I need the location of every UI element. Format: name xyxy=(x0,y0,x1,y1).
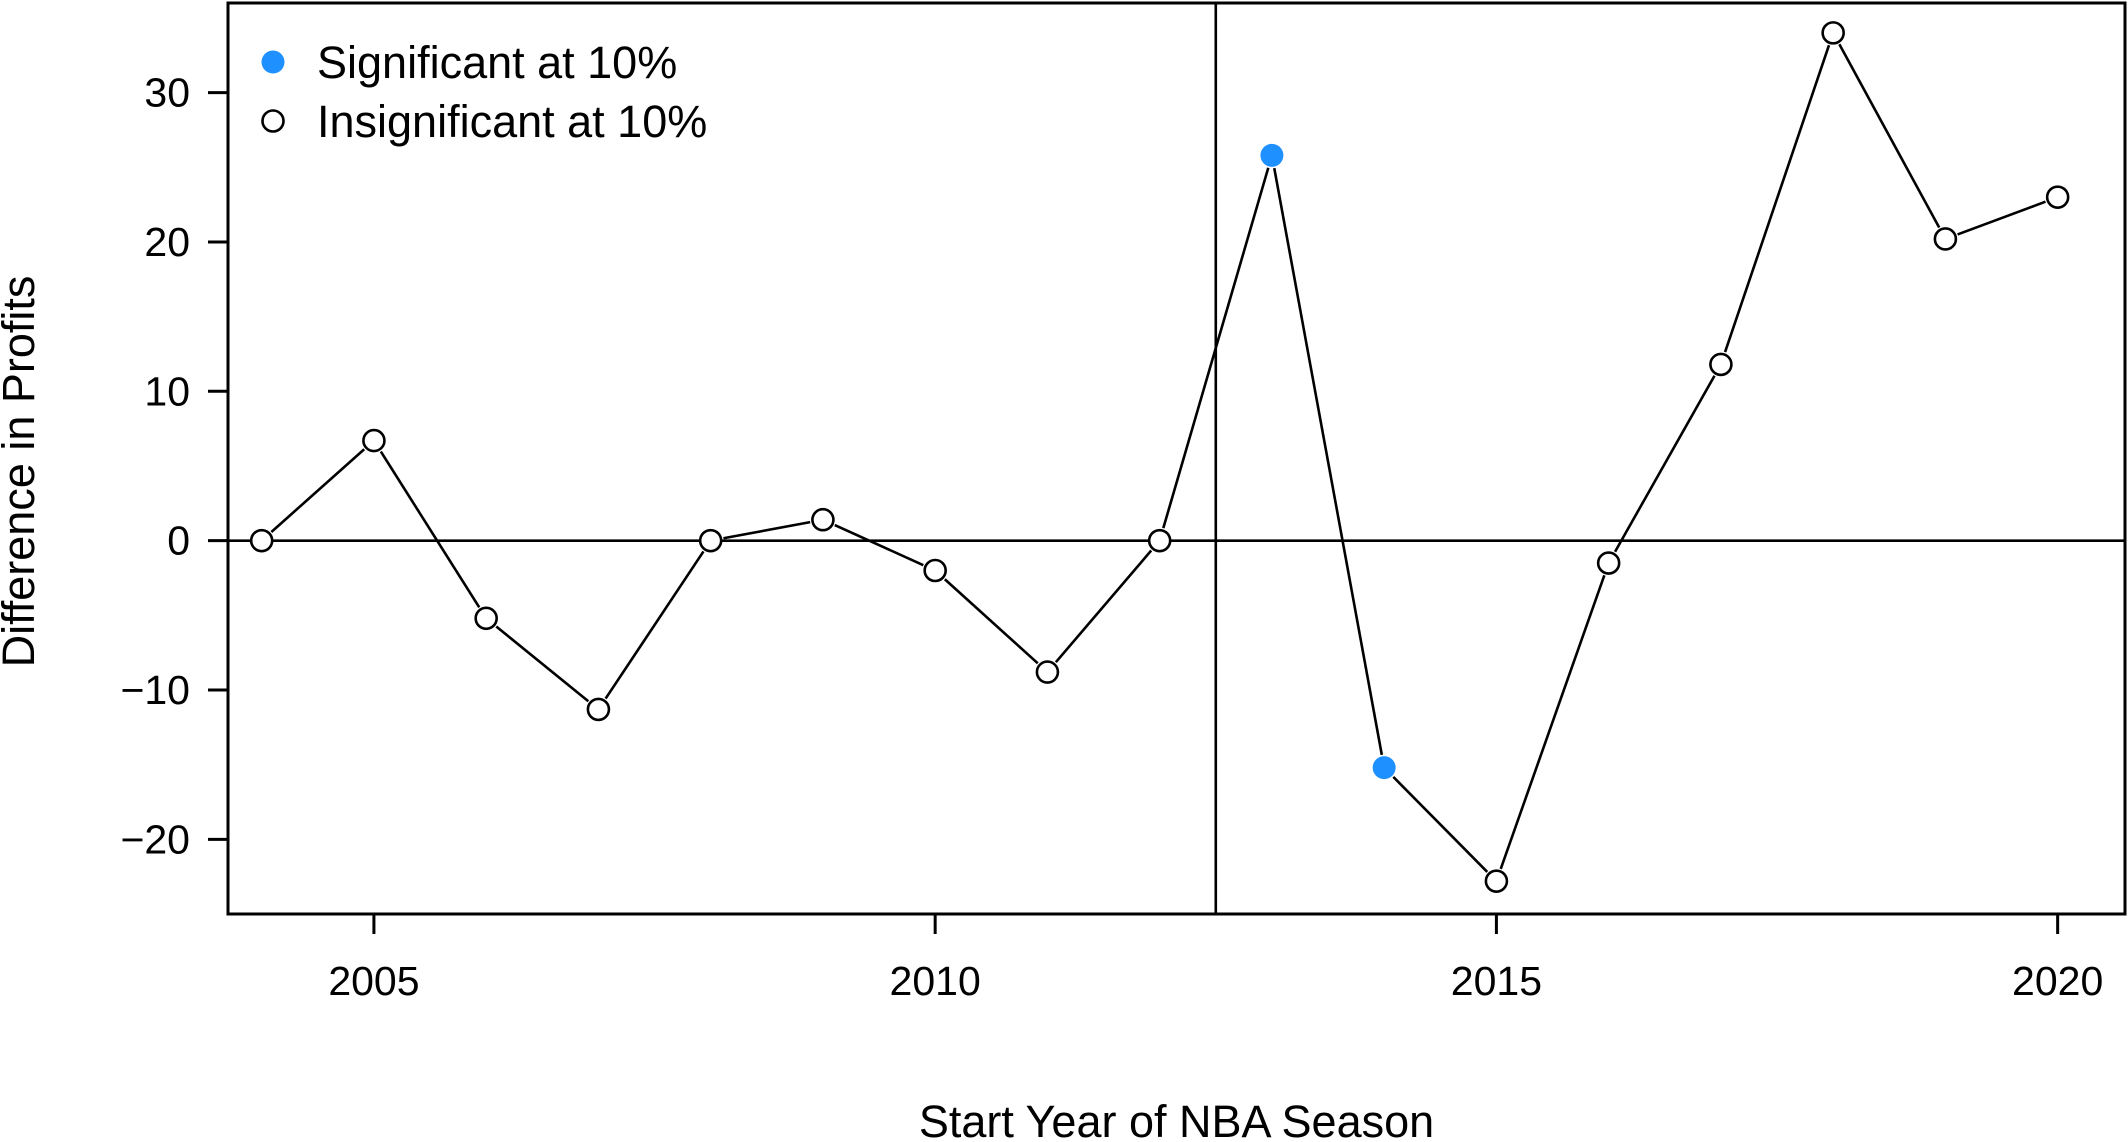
x-axis-title: Start Year of NBA Season xyxy=(919,1096,1434,1142)
x-tick-label: 2005 xyxy=(328,958,419,1004)
data-point-insignificant xyxy=(474,606,498,631)
data-point-insignificant xyxy=(586,697,611,722)
series-connector xyxy=(834,523,924,567)
data-point-insignificant xyxy=(2045,185,2070,209)
series-connector xyxy=(270,448,366,533)
series-connector xyxy=(604,550,705,700)
series-connector xyxy=(723,520,811,540)
series-connector xyxy=(1272,167,1384,756)
data-point-insignificant xyxy=(1933,227,1958,251)
series-connector xyxy=(1162,167,1270,529)
reference-lines-group xyxy=(228,3,2125,914)
y-axis-title: Difference in Profits xyxy=(0,276,44,668)
series-connector xyxy=(495,625,590,703)
data-point-insignificant xyxy=(1596,551,1621,575)
series-connector xyxy=(1392,775,1489,873)
series-connector xyxy=(1613,375,1716,553)
series-connector xyxy=(379,450,481,609)
legend-label-insignificant: Insignificant at 10% xyxy=(317,96,707,147)
series-connector xyxy=(1838,43,1941,229)
y-tick-label: −20 xyxy=(120,816,190,862)
y-tick-label: 20 xyxy=(144,219,190,265)
data-point-insignificant xyxy=(923,558,947,583)
data-point-insignificant xyxy=(249,528,274,553)
legend-label-significant: Significant at 10% xyxy=(317,37,677,88)
y-tick-label: 10 xyxy=(144,368,190,414)
y-tick-label: 0 xyxy=(167,518,190,564)
legend-marker-significant xyxy=(261,50,285,74)
data-point-insignificant xyxy=(362,428,386,453)
legend-marker-insignificant xyxy=(261,109,285,133)
series-connector xyxy=(1957,200,2046,236)
series-connector xyxy=(1054,549,1153,664)
series-connectors-group xyxy=(270,43,2046,873)
y-tick-label: 30 xyxy=(144,70,190,116)
axes-group: 2005 2010 2015 2020 −20 −10 0 10 20 30 xyxy=(120,70,2103,1004)
data-point-insignificant xyxy=(1821,21,1845,45)
x-tick-label: 2015 xyxy=(1451,958,1542,1004)
data-point-insignificant xyxy=(811,507,835,532)
data-point-insignificant xyxy=(1484,869,1509,893)
y-tick-label: −10 xyxy=(120,667,190,713)
series-connector xyxy=(943,578,1039,665)
series-connector xyxy=(1499,574,1606,870)
data-point-insignificant xyxy=(1035,660,1060,684)
data-point-insignificant xyxy=(1709,352,1733,377)
data-point-insignificant xyxy=(1147,528,1172,553)
data-point-significant xyxy=(1260,143,1284,167)
series-connector xyxy=(1723,44,1831,353)
x-tick-label: 2020 xyxy=(2012,958,2103,1004)
legend: Significant at 10% Insignificant at 10% xyxy=(261,37,707,147)
data-point-insignificant xyxy=(698,528,723,553)
data-point-significant xyxy=(1372,756,1396,780)
x-tick-label: 2010 xyxy=(890,958,981,1004)
series-points-group xyxy=(249,21,2070,893)
